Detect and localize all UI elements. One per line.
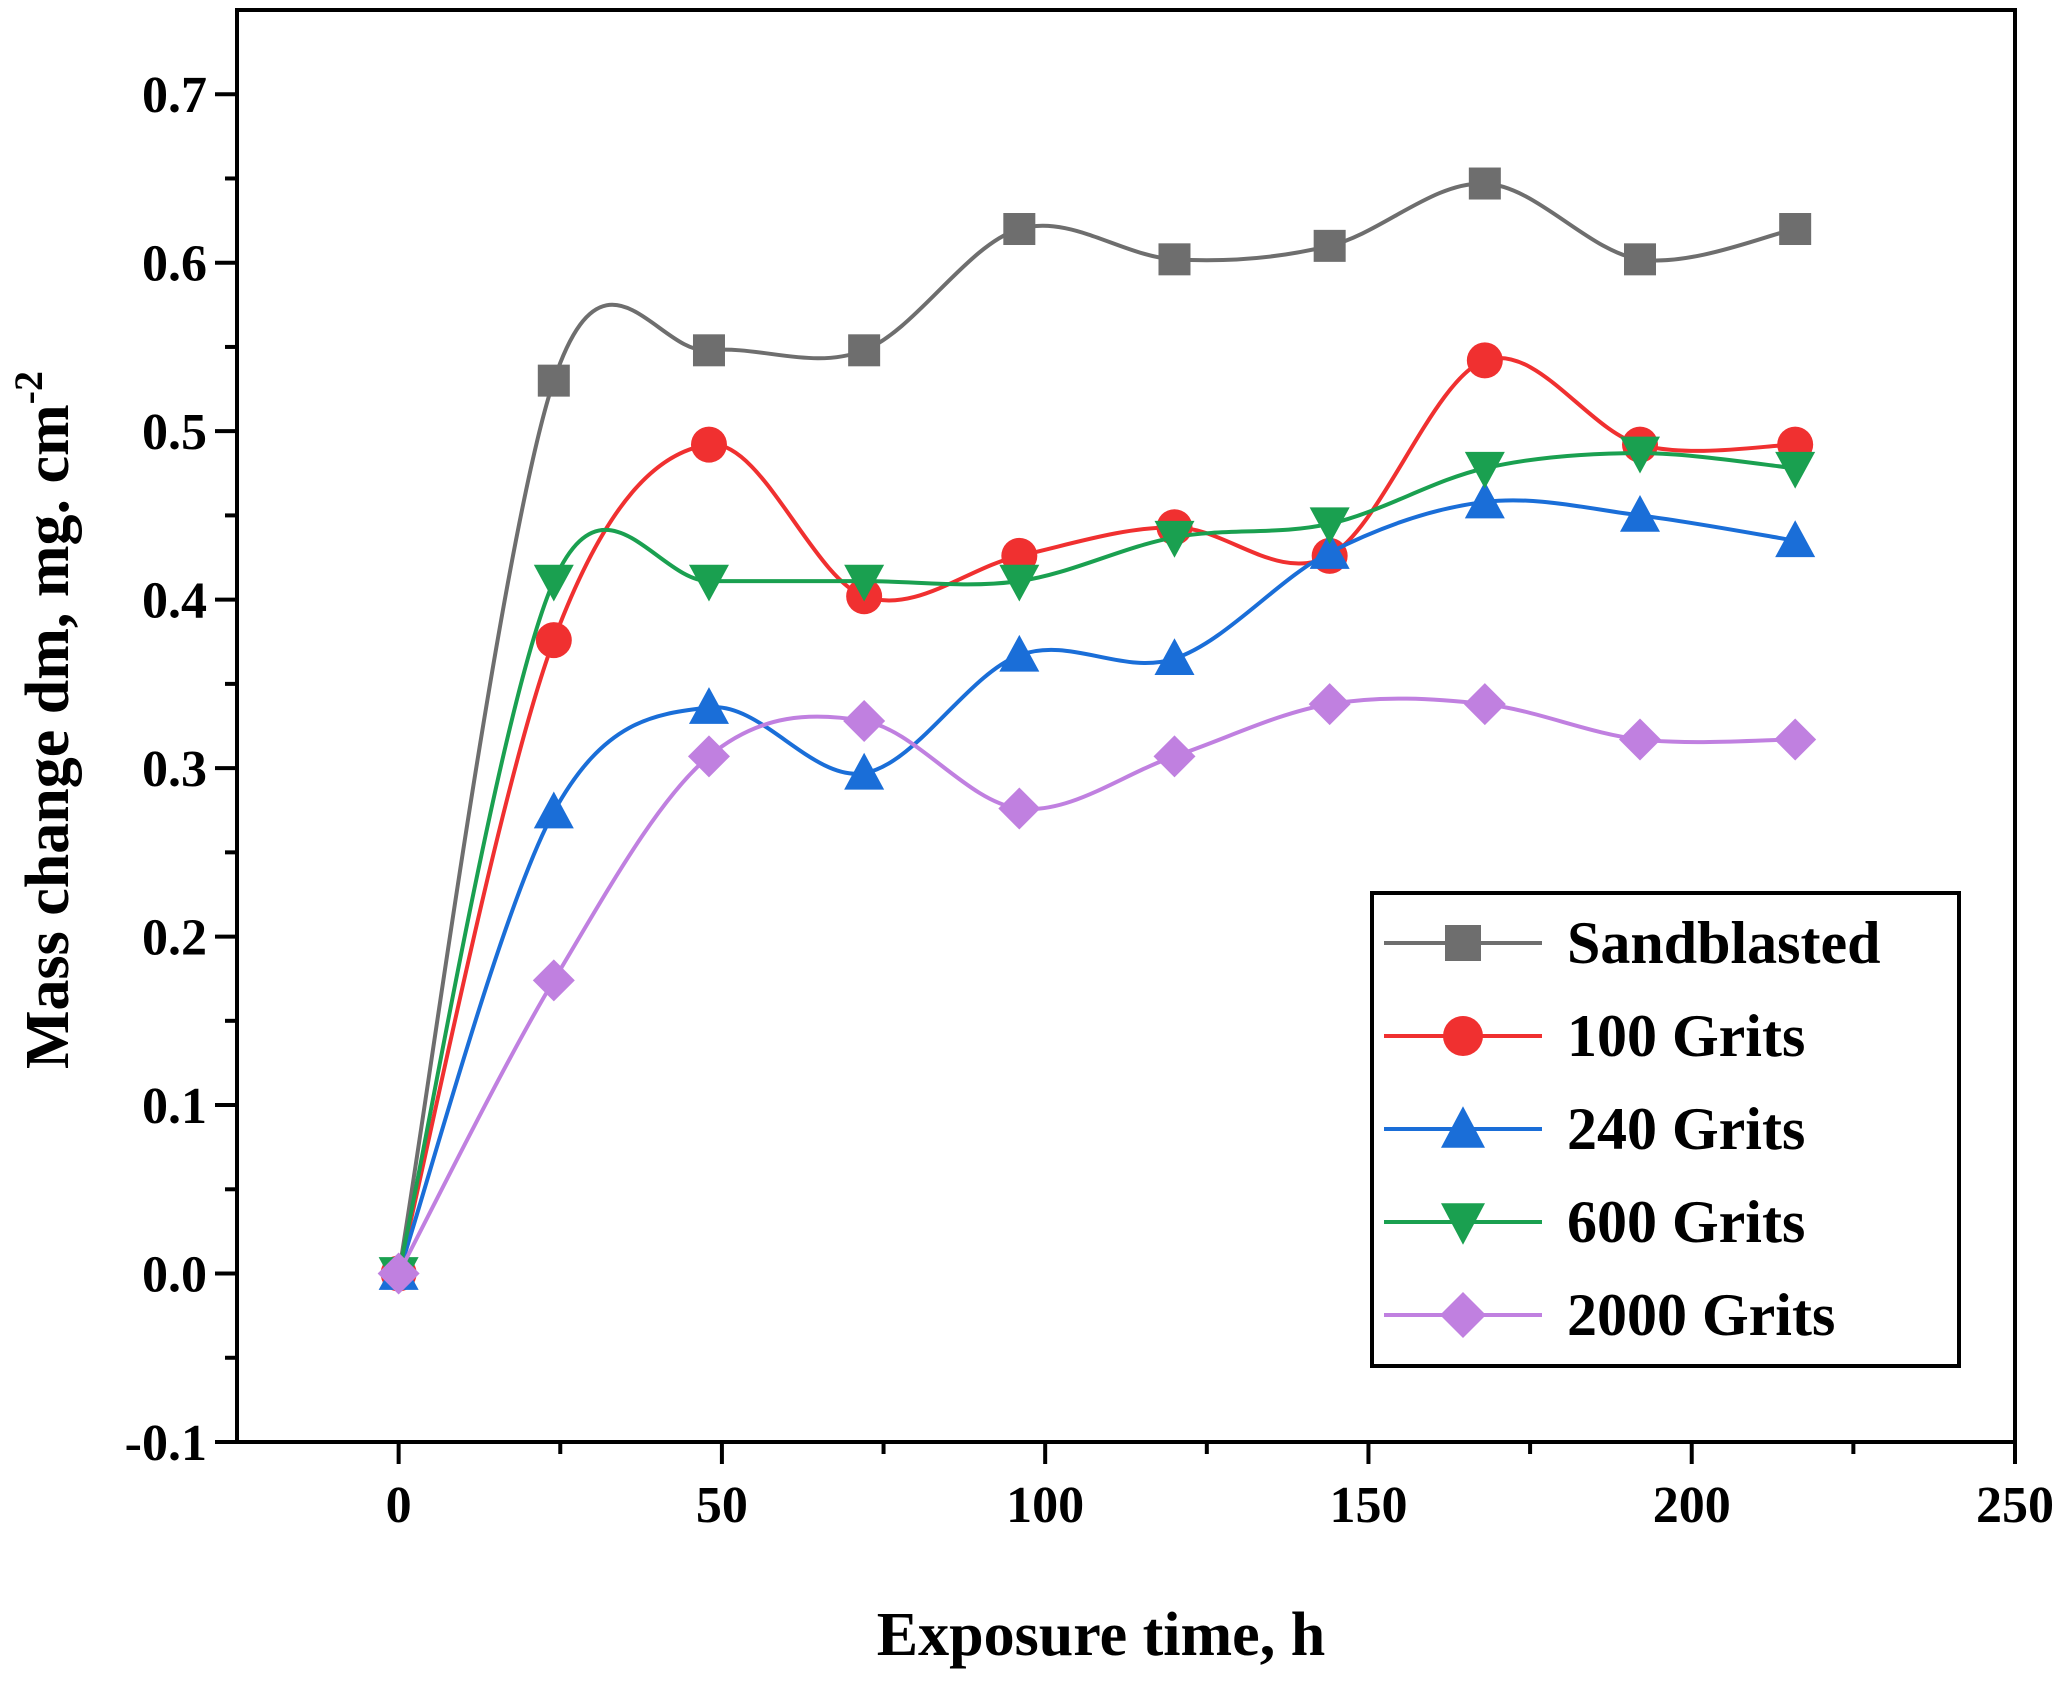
data-point-600-grits xyxy=(1309,507,1350,545)
data-point-sandblasted xyxy=(537,364,570,397)
legend-item-600-grits: 600 Grits xyxy=(1384,1189,1805,1255)
y-tick-label: 0.5 xyxy=(142,404,207,461)
x-tick-label: 150 xyxy=(1329,1477,1407,1534)
series-line-600-grits xyxy=(396,451,1796,1274)
data-point-sandblasted xyxy=(848,334,881,367)
data-point-2000-grits xyxy=(687,735,730,778)
y-tick-label: 0.7 xyxy=(142,67,207,124)
data-point-600-grits xyxy=(999,564,1040,602)
data-point-240-grits xyxy=(844,752,885,790)
data-point-600-grits xyxy=(688,564,729,602)
legend-marker-240-grits xyxy=(1441,1106,1485,1148)
x-tick-label: 250 xyxy=(1976,1477,2054,1534)
data-point-sandblasted xyxy=(692,334,725,367)
series-line-sandblasted xyxy=(396,181,1796,1274)
data-point-600-grits xyxy=(1775,451,1816,489)
y-tick-label: 0.0 xyxy=(142,1247,207,1304)
legend-marker-2000-grits xyxy=(1440,1292,1486,1338)
x-axis-title: Exposure time, h xyxy=(877,1601,1325,1669)
data-point-2000-grits xyxy=(998,787,1041,830)
data-point-2000-grits xyxy=(532,959,575,1002)
data-point-600-grits xyxy=(1154,520,1195,558)
y-tick-label: -0.1 xyxy=(125,1415,207,1472)
data-point-sandblasted xyxy=(1313,229,1346,262)
y-axis-title-main: Mass change dm, mg. cm xyxy=(14,404,82,1069)
y-tick-label: 0.2 xyxy=(142,910,207,967)
data-point-2000-grits xyxy=(1619,718,1662,761)
y-tick-label: 0.6 xyxy=(142,236,207,293)
legend-label-sandblasted: Sandblasted xyxy=(1567,910,1880,976)
legend-marker-600-grits xyxy=(1441,1203,1485,1245)
legend-item-240-grits: 240 Grits xyxy=(1384,1096,1805,1162)
axis-ticks: 0 50 100 150 200 250 -0.1 0.0 0.1 0.2 0.3 0.4 0.5 0.6… xyxy=(125,67,2054,1534)
data-point-2000-grits xyxy=(1774,718,1817,761)
x-tick-label: 0 xyxy=(386,1477,412,1534)
data-point-2000-grits xyxy=(1153,735,1196,778)
legend: Sandblasted 100 Grits 240 Grits 600 Grits 20… xyxy=(1370,891,1961,1368)
series-600-grits xyxy=(378,436,1816,1294)
series-group xyxy=(377,167,1817,1295)
x-tick-label: 100 xyxy=(1006,1477,1084,1534)
data-point-600-grits xyxy=(533,564,574,602)
x-tick-label: 200 xyxy=(1653,1477,1731,1534)
y-axis-title: Mass change dm, mg. cm-2 xyxy=(6,371,82,1069)
legend-label-100-grits: 100 Grits xyxy=(1567,1003,1805,1069)
legend-item-100-grits: 100 Grits xyxy=(1384,1003,1805,1069)
y-axis-title-superscript: -2 xyxy=(6,371,51,404)
data-point-240-grits xyxy=(1154,638,1195,676)
legend-item-2000-grits: 2000 Grits xyxy=(1384,1282,1835,1348)
legend-label-240-grits: 240 Grits xyxy=(1567,1096,1805,1162)
data-point-100-grits xyxy=(535,622,572,659)
data-point-600-grits xyxy=(1620,436,1661,474)
data-point-240-grits xyxy=(1620,495,1661,532)
data-point-240-grits xyxy=(1464,481,1505,519)
legend-item-sandblasted: Sandblasted xyxy=(1384,910,1880,976)
data-point-2000-grits xyxy=(843,699,886,742)
data-point-600-grits xyxy=(844,564,885,602)
x-tick-label: 50 xyxy=(696,1477,748,1534)
y-tick-label: 0.3 xyxy=(142,741,207,798)
data-point-sandblasted xyxy=(1158,243,1191,276)
data-point-100-grits xyxy=(690,426,727,463)
data-point-2000-grits xyxy=(1463,683,1506,726)
data-point-sandblasted xyxy=(1624,243,1657,276)
data-point-sandblasted xyxy=(1003,213,1036,246)
data-point-240-grits xyxy=(1309,532,1350,569)
data-point-100-grits xyxy=(1466,342,1503,379)
plot-frame xyxy=(235,8,2017,1444)
series-2000-grits xyxy=(377,683,1817,1295)
data-point-2000-grits xyxy=(1308,683,1351,726)
data-point-sandblasted xyxy=(1468,167,1501,200)
series-240-grits xyxy=(378,481,1816,1290)
data-point-240-grits xyxy=(1775,520,1816,558)
legend-label-2000-grits: 2000 Grits xyxy=(1567,1282,1835,1348)
legend-label-600-grits: 600 Grits xyxy=(1567,1189,1805,1255)
data-point-sandblasted xyxy=(1779,213,1812,246)
plot-area-border xyxy=(235,8,2017,1444)
svg-text:Mass change dm, mg. cm-2: Mass change dm, mg. cm-2 xyxy=(6,371,82,1069)
data-point-2000-grits xyxy=(377,1252,420,1295)
y-tick-label: 0.1 xyxy=(142,1078,207,1135)
data-point-240-grits xyxy=(533,791,574,829)
y-tick-label: 0.4 xyxy=(142,573,207,630)
data-point-240-grits xyxy=(999,634,1040,672)
legend-marker-sandblasted xyxy=(1445,925,1481,961)
legend-marker-100-grits xyxy=(1443,1016,1483,1056)
data-point-600-grits xyxy=(1464,451,1505,489)
data-point-240-grits xyxy=(688,687,729,724)
